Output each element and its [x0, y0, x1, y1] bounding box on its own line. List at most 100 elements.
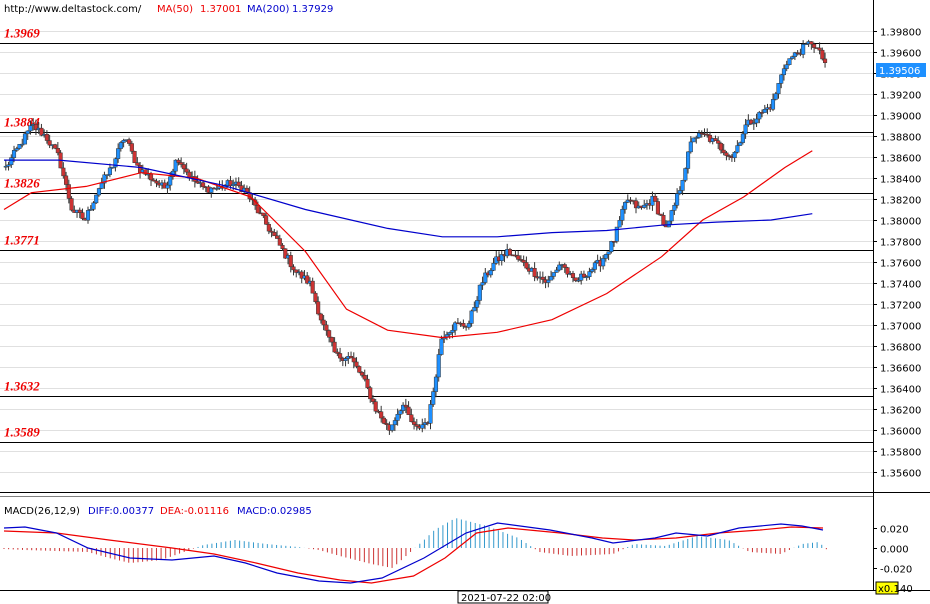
candle-body-146 [403, 404, 408, 408]
candle-body-66 [184, 168, 189, 173]
candle-body-75 [209, 187, 214, 193]
candle-body-172 [475, 300, 480, 308]
candle-body-11 [33, 124, 38, 131]
candle-body-104 [288, 255, 293, 268]
candle-body-158 [436, 354, 441, 378]
candle-body-24 [69, 198, 74, 211]
time-label-box [457, 590, 549, 604]
price-tick-label-4: 1.39000 [880, 112, 921, 123]
candle-body-287 [790, 56, 795, 59]
candle-body-3 [11, 150, 17, 158]
candle-body-214 [590, 269, 595, 272]
candle-body-261 [718, 143, 723, 151]
candle-body-277 [762, 109, 767, 113]
candle-body-70 [195, 181, 200, 184]
candle-body-100 [277, 238, 282, 246]
macd-dea-line [3, 526, 824, 584]
candle-body-142 [392, 420, 397, 426]
candle-body-4 [14, 148, 19, 151]
candle-body-224 [617, 220, 622, 228]
candle-body-285 [784, 64, 789, 69]
candle-body-256 [705, 134, 710, 136]
candle-body-119 [329, 337, 334, 343]
candle-body-173 [477, 284, 482, 301]
candle-body-5 [17, 144, 22, 149]
current-price-label: 1.39506 [879, 66, 920, 77]
candle-body-9 [28, 125, 33, 132]
source-url[interactable]: http://www.deltastock.com/ [4, 4, 142, 15]
candle-body-225 [620, 209, 625, 221]
candle-body-267 [735, 145, 740, 153]
candle-body-101 [280, 245, 285, 249]
candle-body-122 [338, 353, 343, 359]
candle-body-177 [488, 270, 493, 276]
candle-body-138 [381, 417, 386, 424]
zoom-box[interactable] [875, 581, 899, 595]
candle-body-196 [540, 276, 545, 280]
candle-body-198 [546, 279, 551, 283]
candle-body-250 [688, 141, 693, 153]
macd-clip-label: 40 [900, 584, 913, 595]
candle-body-36 [102, 174, 107, 184]
ma200-value: 1.37929 [292, 4, 333, 15]
candle-body-33 [94, 194, 99, 204]
candle-body-156 [431, 391, 436, 405]
candle-body-213 [587, 271, 592, 278]
price-tick-label-14: 1.37000 [880, 322, 921, 333]
candle-body-299 [823, 58, 828, 63]
candle-body-42 [118, 142, 123, 149]
macd-value-label: MACD:0.02985 [237, 506, 312, 517]
candle-body-23 [66, 184, 71, 199]
candle-body-240 [661, 215, 666, 226]
candle-body-150 [414, 424, 419, 427]
candle-body-32 [91, 202, 96, 210]
candle-body-252 [694, 137, 699, 139]
candle-body-143 [395, 414, 400, 421]
candle-body-8 [25, 130, 30, 135]
candle-body-97 [269, 230, 274, 233]
candle-body-118 [327, 330, 332, 338]
level-label-3: 1.3771 [4, 233, 40, 248]
candle-body-212 [584, 276, 589, 279]
candle-body-237 [653, 195, 658, 202]
candle-body-27 [77, 209, 82, 213]
macd-tick-label-2: -0.020 [880, 565, 912, 576]
candle-body-209 [576, 280, 581, 282]
current-price-box [876, 63, 926, 77]
candle-body-38 [107, 167, 112, 175]
candle-body-18 [53, 144, 58, 149]
candle-body-145 [401, 404, 406, 411]
candle-body-269 [740, 133, 745, 143]
candle-body-53 [148, 173, 154, 181]
candle-body-21 [61, 167, 66, 177]
candle-body-102 [283, 248, 288, 259]
candle-body-147 [406, 406, 411, 415]
candle-body-292 [803, 43, 808, 46]
candle-body-92 [255, 204, 260, 214]
candle-body-148 [409, 414, 414, 422]
ma50-label: MA(50) [157, 4, 193, 15]
price-tick-label-10: 1.37800 [880, 238, 921, 249]
candle-body-238 [655, 201, 660, 215]
candle-body-205 [565, 267, 570, 275]
candle-body-297 [817, 47, 822, 51]
candle-body-208 [573, 277, 578, 281]
candle-body-155 [428, 404, 433, 424]
candle-body-190 [524, 262, 529, 269]
macd-tick-label-1: 0.000 [880, 545, 909, 556]
candle-body-175 [483, 272, 488, 283]
candle-body-184 [507, 249, 513, 256]
candle-body-72 [201, 182, 206, 188]
candle-body-37 [105, 174, 110, 176]
candle-body-108 [299, 271, 304, 279]
macd-diff-line [3, 522, 824, 584]
candle-body-51 [143, 169, 148, 175]
price-tick-label-19: 1.36000 [880, 427, 921, 438]
macd-tick-label-0: 0.020 [880, 525, 909, 536]
price-tick-label-12: 1.37400 [880, 280, 921, 291]
candle-body-226 [622, 202, 628, 210]
candle-body-43 [121, 139, 126, 143]
price-tick-label-3: 1.39200 [880, 91, 921, 102]
